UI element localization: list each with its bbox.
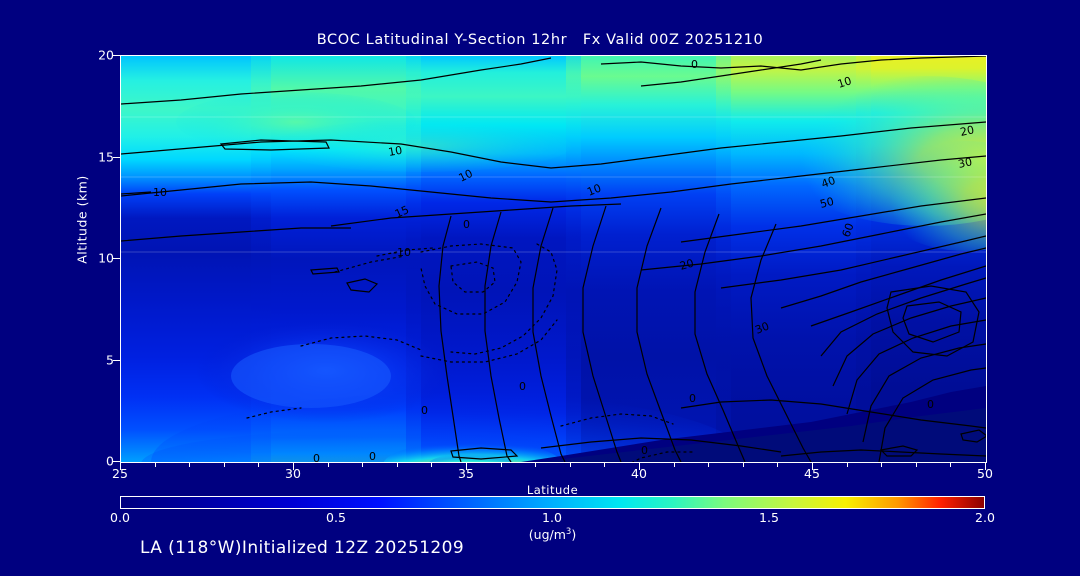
colorbar-units: (ug/m3) (120, 527, 985, 542)
svg-text:10: 10 (585, 181, 603, 198)
y-tick-20: 20 (98, 47, 114, 63)
svg-text:40: 40 (820, 174, 838, 191)
y-tick-10: 10 (98, 250, 114, 266)
svg-text:0: 0 (313, 452, 320, 462)
svg-text:0: 0 (641, 444, 648, 457)
svg-text:10: 10 (387, 144, 403, 159)
svg-text:0: 0 (369, 450, 376, 462)
svg-text:10: 10 (457, 167, 475, 185)
svg-text:10: 10 (836, 74, 853, 91)
x-tick-25: 25 (112, 466, 128, 481)
svg-text:0: 0 (519, 380, 526, 393)
colorbar-ticks: 0.0 0.5 1.0 1.5 2.0 (110, 510, 995, 530)
colorbar-units-close: ) (571, 527, 577, 543)
contour-lines (121, 56, 986, 462)
x-tick-35: 35 (458, 466, 474, 481)
svg-text:0: 0 (421, 404, 428, 417)
contour-labels: 0 10 10 20 30 10 10 0 15 10 40 50 60 20 … (153, 58, 975, 462)
cbar-tick-0: 0.0 (110, 510, 130, 525)
colorbar-units-base: (ug/m (528, 527, 566, 543)
footer-caption: LA (118°W)Initialized 12Z 20251209 (140, 538, 465, 558)
cbar-tick-3: 1.5 (759, 510, 779, 525)
cbar-tick-1: 0.5 (326, 510, 346, 525)
plot-area: 0 10 10 20 30 10 10 0 15 10 40 50 60 20 … (120, 55, 987, 463)
svg-text:20: 20 (678, 257, 695, 273)
svg-text:-10: -10 (393, 246, 411, 259)
y-axis: 20 15 10 5 0 (72, 48, 114, 469)
svg-text:15: 15 (393, 203, 411, 221)
colorbar[interactable] (120, 496, 985, 509)
cross-section-canvas: 0 10 10 20 30 10 10 0 15 10 40 50 60 20 … (121, 56, 986, 462)
svg-text:10: 10 (153, 186, 167, 199)
svg-text:20: 20 (959, 123, 975, 139)
colorbar-gradient (121, 497, 984, 508)
x-tick-30: 30 (285, 466, 301, 481)
x-axis: 25 30 35 40 45 50 (112, 466, 993, 486)
cbar-tick-2: 1.0 (542, 510, 562, 525)
negative-contour-lines (246, 243, 696, 462)
y-axis-label: Altitude (km) (74, 175, 90, 264)
y-tick-5: 5 (106, 352, 114, 367)
shaded-field (121, 56, 986, 462)
x-axis-label: Latitude (526, 483, 579, 497)
svg-text:0: 0 (689, 392, 696, 405)
colorbar-units-exponent: 3 (565, 527, 572, 537)
cbar-tick-4: 2.0 (975, 510, 995, 525)
svg-text:0: 0 (463, 218, 470, 231)
page-title: BCOC Latitudinal Y-Section 12hr Fx Valid… (316, 32, 764, 48)
svg-text:0: 0 (927, 398, 934, 411)
y-tick-15: 15 (98, 149, 114, 164)
svg-text:30: 30 (957, 155, 973, 171)
x-tick-50: 50 (977, 466, 993, 481)
svg-text:30: 30 (753, 319, 771, 336)
y-tick-0: 0 (106, 453, 114, 469)
svg-text:0: 0 (691, 58, 698, 71)
svg-text:50: 50 (819, 195, 836, 211)
x-tick-40: 40 (631, 466, 647, 481)
svg-text:60: 60 (840, 221, 857, 239)
x-tick-45: 45 (804, 466, 820, 481)
